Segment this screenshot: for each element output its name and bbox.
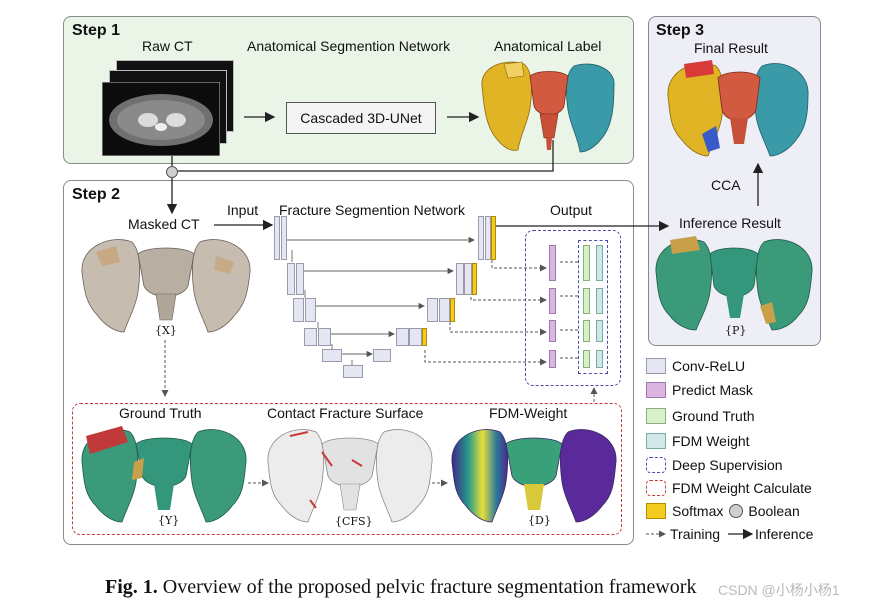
y-label: {Y} [158, 514, 180, 527]
fdm-weight-pelvis-image [451, 429, 617, 523]
predict-mask-2 [549, 288, 556, 314]
cca-label: CCA [711, 177, 741, 193]
legend-softmax-boolean: Softmax Boolean [646, 501, 800, 521]
x-label: {X} [155, 324, 177, 337]
gt-fdm-group-box [578, 240, 608, 374]
unet-conv-5c [373, 349, 391, 362]
legend-fdm-text: FDM Weight [672, 433, 750, 449]
figure-caption: Fig. 1. Overview of the proposed pelvic … [105, 576, 696, 599]
step3-title: Step 3 [656, 22, 705, 39]
fracture-network-label: Fracture Segmention Network [279, 202, 465, 218]
predict-mask-3 [549, 320, 556, 342]
legend-fdm-calculate: FDM Weight Calculate [646, 478, 812, 498]
unet-conv-5a [322, 349, 342, 362]
gt-slab-3 [583, 320, 590, 342]
unet-conv-9a [478, 216, 484, 260]
caption-fig-number: Fig. 1. [105, 576, 158, 598]
watermark: CSDN @小杨小杨1 [718, 582, 840, 598]
gt-slab-2 [583, 288, 590, 314]
legend-boolean-text: Boolean [748, 503, 800, 519]
ground-truth-label: Ground Truth [119, 405, 202, 421]
unet-conv-7a [427, 298, 438, 322]
legend-softmax-swatch [646, 503, 666, 519]
legend-predict-text: Predict Mask [672, 382, 753, 398]
unet-softmax-9 [491, 216, 496, 260]
legend-inference-text: Inference [755, 526, 814, 542]
anatomical-network-label: Anatomical Segmention Network [247, 38, 451, 54]
cfs-label: {CFS} [335, 515, 373, 528]
legend-fdm-weight: FDM Weight [646, 431, 750, 451]
step1-title: Step 1 [72, 22, 121, 39]
unet-conv-9b [485, 216, 491, 260]
input-label: Input [227, 202, 259, 218]
d-label: {D} [528, 514, 551, 527]
legend-gt-text: Ground Truth [672, 408, 755, 424]
unet-softmax-6 [422, 328, 427, 346]
unet-conv-7b [439, 298, 450, 322]
masked-ct-label: Masked CT [128, 216, 200, 232]
fdm-slab-2 [596, 288, 603, 314]
unet-softmax-8 [472, 263, 477, 295]
unet-conv-1a [274, 216, 280, 260]
unet-softmax-7 [450, 298, 455, 322]
final-result-label: Final Result [694, 40, 768, 56]
deep-supervision-box [525, 230, 621, 386]
ct-slice-front [102, 82, 220, 156]
final-result-pelvis-image [667, 60, 809, 157]
unet-conv-2b [296, 263, 304, 295]
caption-text: Overview of the proposed pelvic fracture… [162, 576, 697, 598]
legend-gt-swatch [646, 408, 666, 424]
cascaded-unet-box: Cascaded 3D-UNet [286, 102, 436, 134]
anatomical-label-pelvis-image [481, 61, 615, 153]
output-label: Output [550, 202, 593, 218]
fdm-slab-1 [596, 245, 603, 281]
fdm-weight-calculate-box [72, 403, 622, 535]
step2-title: Step 2 [72, 186, 121, 203]
ground-truth-pelvis-image [81, 426, 247, 523]
unet-conv-8a [456, 263, 464, 295]
cfs-pelvis-image [267, 429, 433, 523]
legend-conv-swatch [646, 358, 666, 374]
legend-fdmcalc-swatch [646, 480, 666, 496]
predict-mask-1 [549, 245, 556, 281]
gt-slab-4 [583, 350, 590, 368]
p-label: {P} [725, 324, 747, 337]
fdm-slab-4 [596, 350, 603, 368]
legend-fdmcalc-text: FDM Weight Calculate [672, 480, 812, 496]
legend-conv-relu: Conv-ReLU [646, 356, 745, 376]
fdm-slab-3 [596, 320, 603, 342]
legend-predict-swatch [646, 382, 666, 398]
unet-conv-3a [293, 298, 304, 322]
inference-result-label: Inference Result [679, 215, 781, 231]
unet-conv-6a [396, 328, 409, 346]
gt-slab-1 [583, 245, 590, 281]
legend-deep-text: Deep Supervision [672, 457, 783, 473]
raw-ct-label: Raw CT [142, 38, 193, 54]
legend-deep-supervision: Deep Supervision [646, 455, 783, 475]
contact-fracture-surface-label: Contact Fracture Surface [267, 405, 424, 421]
unet-conv-4b [318, 328, 331, 346]
unet-conv-4a [304, 328, 317, 346]
boolean-circle [166, 166, 178, 178]
legend-predict-mask: Predict Mask [646, 380, 753, 400]
unet-conv-1b [281, 216, 287, 260]
legend-conv-text: Conv-ReLU [672, 358, 746, 374]
unet-conv-2a [287, 263, 295, 295]
legend-boolean-circle-icon [729, 504, 744, 518]
unet-conv-8b [464, 263, 472, 295]
unet-conv-6b [409, 328, 422, 346]
legend-ground-truth: Ground Truth [646, 406, 755, 426]
legend-softmax-text: Softmax [672, 503, 724, 519]
unet-conv-3b [305, 298, 316, 322]
legend-deep-swatch [646, 457, 666, 473]
inference-result-pelvis-image [655, 236, 813, 331]
masked-ct-pelvis-image [81, 239, 251, 333]
predict-mask-4 [549, 350, 556, 368]
legend-fdm-swatch [646, 433, 666, 449]
anatomical-label-title: Anatomical Label [494, 38, 602, 54]
fdm-weight-label: FDM-Weight [489, 405, 568, 421]
unet-conv-5b [343, 365, 363, 378]
legend-training-text: Training [670, 526, 721, 542]
